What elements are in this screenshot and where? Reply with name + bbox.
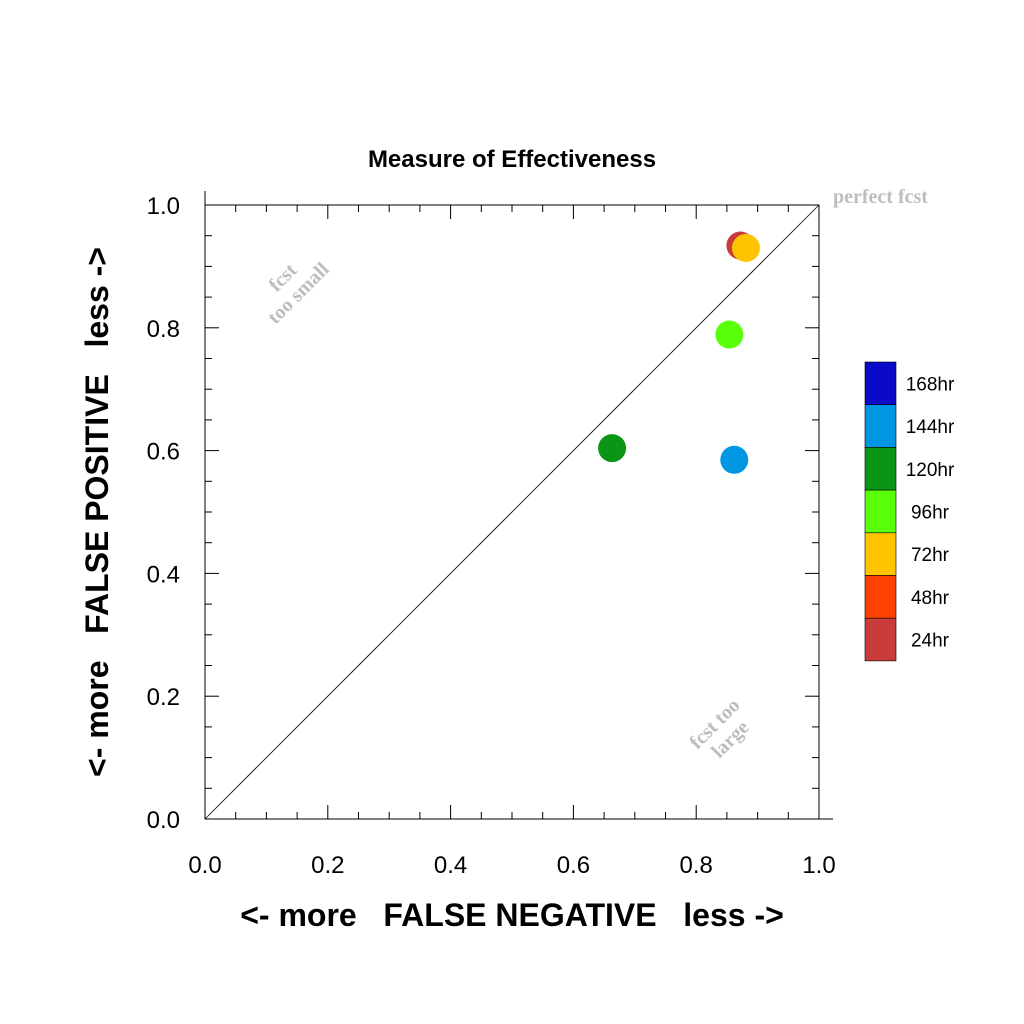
too-small-line-2: too small <box>263 258 333 328</box>
scatter-points <box>598 231 760 474</box>
legend-label-48hr: 48hr <box>911 588 950 609</box>
x-tick-label: 0.4 <box>434 852 467 879</box>
legend-swatch-96hr <box>864 489 897 534</box>
legend-label-24hr: 24hr <box>911 631 950 652</box>
x-tick-label: 0.0 <box>188 852 221 879</box>
chart-title: Measure of Effectiveness <box>368 146 656 173</box>
x-tick-label: 0.2 <box>311 852 344 879</box>
y-tick-label: 0.6 <box>147 439 180 466</box>
legend-swatch-24hr <box>864 617 897 662</box>
legend-swatch-144hr <box>864 404 897 448</box>
perfect-forecast-diagonal <box>204 204 820 820</box>
data-point-96hr <box>715 320 744 349</box>
x-tick-labels: 0.0 0.2 0.4 0.6 0.8 1.0 <box>188 852 835 879</box>
legend-label-72hr: 72hr <box>911 545 950 566</box>
legend-swatch-168hr <box>864 361 897 406</box>
perfect-forecast-annotation: perfect fcst <box>833 186 928 208</box>
too-large-annotation: fcst too large <box>685 694 753 762</box>
legend-swatch-72hr <box>864 532 897 576</box>
y-axis-label: <- more FALSE POSITIVE less -> <box>79 247 115 777</box>
x-tick-label: 0.8 <box>680 852 713 879</box>
legend-label-120hr: 120hr <box>906 460 955 481</box>
data-point-120hr <box>598 434 627 463</box>
data-point-72hr <box>731 233 760 262</box>
y-tick-label: 0.8 <box>147 316 180 343</box>
legend-label-144hr: 144hr <box>906 417 955 438</box>
legend-label-168hr: 168hr <box>906 374 955 395</box>
y-tick-label: 1.0 <box>147 193 180 220</box>
y-tick-label: 0.2 <box>147 684 180 711</box>
x-tick-label: 1.0 <box>802 852 835 879</box>
x-axis-label: <- more FALSE NEGATIVE less -> <box>240 897 784 933</box>
legend-label-96hr: 96hr <box>911 502 950 523</box>
y-tick-label: 0.0 <box>147 807 180 834</box>
legend-swatch-120hr <box>864 447 897 491</box>
legend-swatch-48hr <box>864 575 897 619</box>
legend: 168hr 144hr 120hr 96hr 72hr 48hr 24hr <box>864 361 955 662</box>
x-tick-label: 0.6 <box>557 852 590 879</box>
data-point-144hr <box>720 445 749 474</box>
y-tick-labels: 0.0 0.2 0.4 0.6 0.8 1.0 <box>147 193 180 834</box>
y-tick-label: 0.4 <box>147 561 180 588</box>
axis-ticks <box>204 191 833 820</box>
too-small-annotation: fcst too small <box>263 258 333 328</box>
